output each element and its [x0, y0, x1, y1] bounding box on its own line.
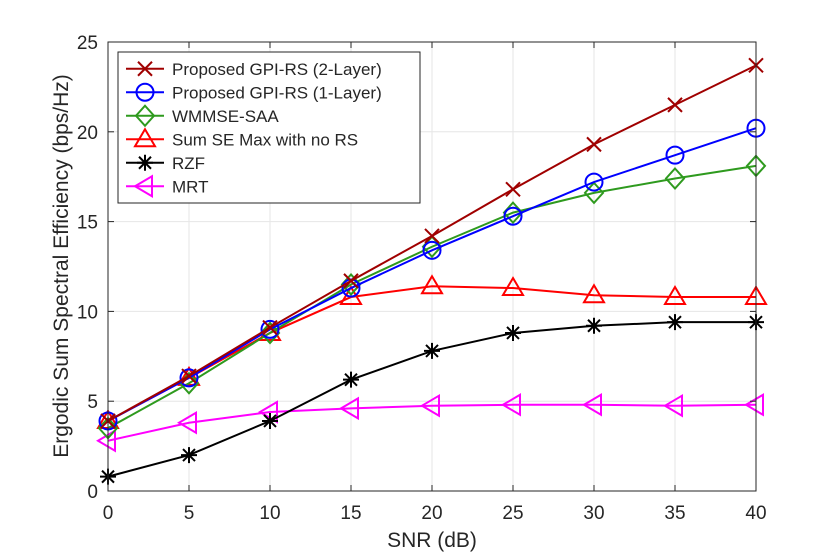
- x-tick-label: 35: [664, 503, 685, 524]
- data-point-marker: [260, 319, 280, 339]
- data-point-marker: [179, 368, 199, 388]
- y-axis-title: Ergodic Sum Spectral Efficiency (bps/Hz): [50, 74, 73, 458]
- series-line: [107, 403, 757, 442]
- legend-box: [117, 51, 421, 204]
- x-tick-label: 5: [184, 503, 195, 524]
- data-point-marker: [137, 154, 153, 171]
- data-point-marker: [133, 174, 153, 198]
- data-point-marker: [420, 274, 444, 295]
- legend-entry: Proposed GPI-RS (2-Layer): [126, 60, 382, 79]
- data-point-marker: [258, 400, 278, 424]
- data-point-marker: [503, 206, 523, 226]
- data-point-marker: [181, 447, 197, 464]
- x-tick-label: 15: [340, 503, 361, 524]
- series-line: [107, 127, 757, 422]
- y-tick-label: 25: [77, 33, 98, 54]
- data-point-marker: [664, 167, 686, 190]
- y-tick-label: 10: [77, 302, 98, 323]
- data-point-marker: [584, 172, 604, 192]
- data-point-marker: [420, 393, 440, 418]
- data-point-marker: [262, 319, 278, 336]
- data-point-marker: [501, 276, 525, 297]
- data-point-marker: [177, 365, 201, 386]
- data-point-marker: [137, 61, 153, 77]
- data-point-marker: [665, 145, 685, 165]
- data-point-marker: [422, 240, 442, 260]
- data-point-marker: [667, 97, 683, 113]
- data-point-marker: [505, 324, 521, 341]
- x-tick-label: 0: [103, 503, 114, 524]
- data-point-marker: [583, 181, 605, 205]
- data-point-marker: [663, 285, 687, 306]
- legend-entry: RZF: [126, 154, 205, 173]
- series-mrt: [96, 393, 764, 453]
- data-point-marker: [343, 371, 359, 388]
- legend-label: MRT: [172, 177, 209, 196]
- data-series: [96, 57, 768, 485]
- legend-label: Sum SE Max with no RS: [172, 130, 358, 149]
- legend-label: Proposed GPI-RS (2-Layer): [172, 60, 382, 79]
- data-point-marker: [424, 342, 440, 359]
- legend-label: RZF: [172, 154, 205, 173]
- x-tick-label: 10: [259, 503, 280, 524]
- x-tick-label: 20: [421, 503, 442, 524]
- data-point-marker: [133, 127, 157, 148]
- y-tick-label: 5: [87, 392, 98, 413]
- x-tick-label: 40: [745, 503, 766, 524]
- data-point-marker: [259, 321, 281, 345]
- legend-entry: WMMSE-SAA: [126, 104, 279, 128]
- series-line: [107, 164, 757, 430]
- legend-label: WMMSE-SAA: [172, 107, 279, 126]
- legend-entry: MRT: [126, 174, 209, 198]
- data-point-marker: [339, 396, 359, 421]
- series-line: [107, 285, 756, 422]
- data-point-marker: [501, 393, 521, 417]
- data-point-marker: [343, 273, 359, 289]
- data-point-marker: [135, 82, 155, 102]
- data-point-marker: [586, 317, 602, 334]
- legend-entry: Sum SE Max with no RS: [126, 127, 358, 149]
- legend-label: Proposed GPI-RS (1-Layer): [172, 83, 382, 102]
- data-point-marker: [134, 104, 156, 128]
- data-point-marker: [424, 228, 440, 244]
- data-point-marker: [744, 393, 764, 417]
- x-axis-title: SNR (dB): [387, 529, 477, 552]
- legend-entry: Proposed GPI-RS (1-Layer): [126, 82, 382, 102]
- y-tick-label: 0: [87, 482, 98, 503]
- y-tick-label: 15: [77, 213, 98, 234]
- data-point-marker: [262, 412, 278, 429]
- axis-ticks: 0 5 10 15 20 25 30 35 40 0 5 10 15 20 25: [77, 33, 767, 524]
- data-point-marker: [663, 393, 683, 418]
- y-tick-label: 20: [77, 123, 98, 144]
- x-tick-label: 30: [583, 503, 604, 524]
- data-point-marker: [181, 368, 197, 384]
- data-point-marker: [582, 283, 606, 304]
- data-point-marker: [177, 411, 197, 435]
- series-proposed-gpi-rs-2-layer: [100, 57, 764, 429]
- series-proposed-gpi-rs-1-layer: [98, 118, 766, 431]
- legend: Proposed GPI-RS (2-Layer) Proposed GPI-RS…: [117, 51, 421, 204]
- data-point-marker: [582, 393, 602, 417]
- data-point-marker: [586, 136, 602, 153]
- x-tick-label: 25: [502, 503, 523, 524]
- data-point-marker: [667, 314, 683, 331]
- data-point-marker: [505, 181, 521, 197]
